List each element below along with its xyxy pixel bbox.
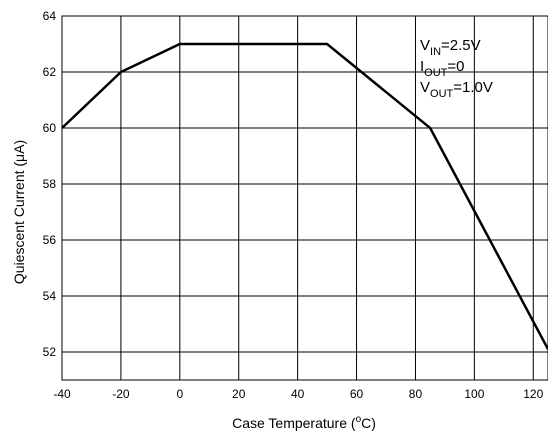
x-tick-label: 20 bbox=[232, 387, 246, 401]
series bbox=[61, 42, 548, 350]
x-tick-label: 120 bbox=[523, 387, 543, 401]
annotation-line-2: VOUT=1.0V bbox=[420, 79, 493, 100]
x-tick-labels: -40 -20 0 20 40 60 80 100 120 bbox=[53, 387, 543, 401]
x-tick-label: 40 bbox=[291, 387, 305, 401]
series-line-0 bbox=[61, 42, 548, 350]
x-tick-label: 0 bbox=[176, 387, 183, 401]
y-tick-label: 54 bbox=[43, 289, 57, 303]
y-tick-label: 56 bbox=[43, 233, 57, 247]
x-tick-label: -20 bbox=[112, 387, 130, 401]
y-tick-label: 64 bbox=[43, 9, 57, 23]
y-tick-label: 62 bbox=[43, 65, 57, 79]
y-axis-label: Quiescent Current (μA) bbox=[11, 140, 27, 284]
x-tick-label: -40 bbox=[53, 387, 71, 401]
x-axis-label: Case Temperature (oC) bbox=[232, 414, 376, 431]
y-tick-label: 60 bbox=[43, 121, 57, 135]
x-tick-label: 80 bbox=[409, 387, 423, 401]
annotation-line-1: IOUT=0 bbox=[420, 58, 465, 79]
x-tick-label: 100 bbox=[464, 387, 484, 401]
y-tick-label: 52 bbox=[43, 345, 57, 359]
plot-frame bbox=[61, 15, 548, 381]
y-tick-labels: 52 54 56 58 60 62 64 bbox=[43, 9, 57, 359]
annotation-line-0: VIN=2.5V bbox=[420, 37, 481, 58]
grid bbox=[61, 15, 548, 380]
x-tick-label: 60 bbox=[350, 387, 364, 401]
y-tick-label: 58 bbox=[43, 177, 57, 191]
